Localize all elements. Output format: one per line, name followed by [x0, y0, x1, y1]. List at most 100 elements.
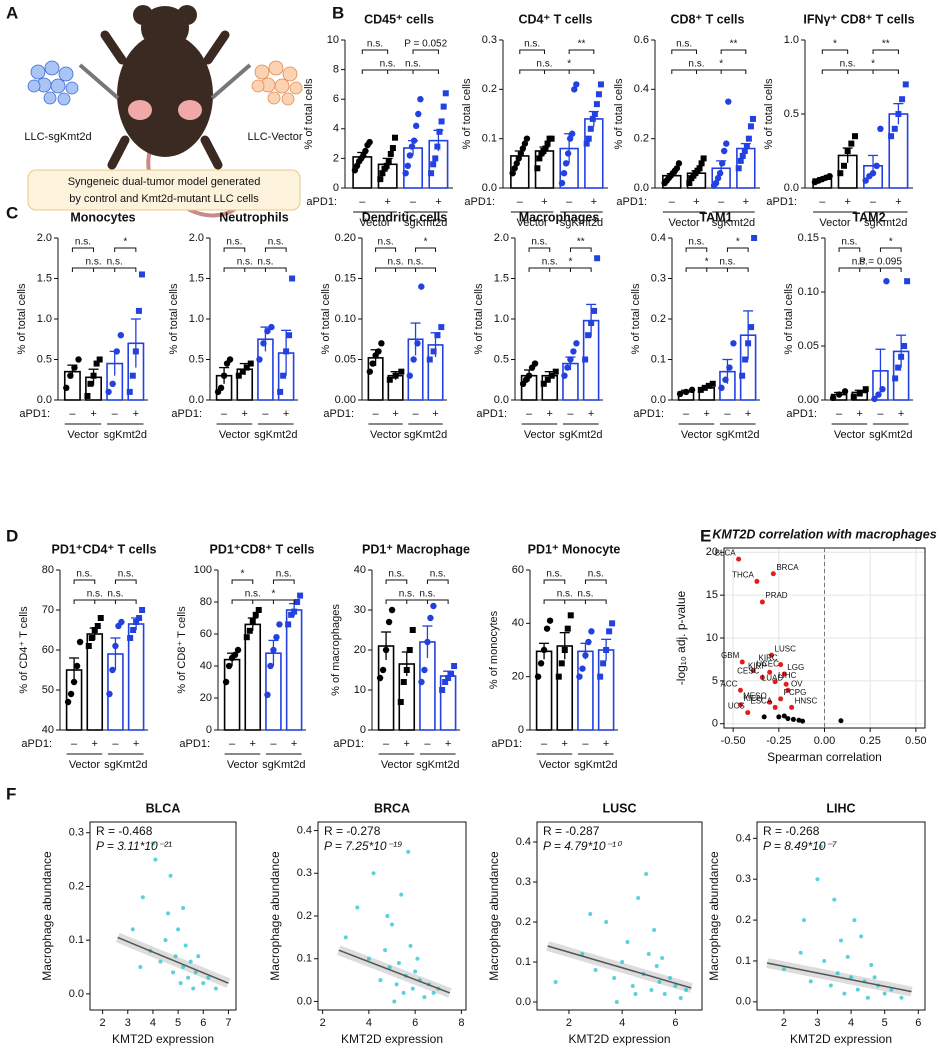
data-point — [553, 980, 558, 984]
y-tick-label: 0.1 — [651, 353, 666, 365]
data-point — [736, 556, 742, 562]
group-label: Vector — [227, 759, 259, 771]
significance-label: n.s. — [388, 257, 404, 268]
plot-frame — [317, 821, 467, 1011]
data-point — [767, 669, 773, 675]
y-tick-label: 50 — [42, 684, 54, 696]
error-bar — [743, 310, 754, 360]
x-tick-label: 0.00 — [814, 735, 835, 747]
y-tick-label: 0 — [360, 724, 366, 736]
data-point — [606, 628, 613, 635]
y-tick-label: 0.5 — [37, 353, 52, 365]
significance-label: n.s. — [276, 569, 292, 580]
y-tick-label: 10 — [354, 684, 366, 696]
data-point — [591, 307, 598, 314]
data-point — [509, 170, 516, 177]
error-bar — [130, 318, 141, 368]
data-point — [414, 340, 421, 347]
data-point — [519, 145, 527, 152]
data-point — [270, 646, 277, 654]
point-label: CESC — [737, 667, 759, 676]
data-point — [684, 988, 689, 992]
data-point — [567, 356, 574, 363]
treatment-label: aPD1: — [333, 738, 364, 750]
data-point — [862, 386, 869, 393]
data-point — [625, 940, 630, 944]
significance-bracket — [568, 49, 595, 54]
significance-bracket — [94, 599, 137, 604]
data-point — [138, 271, 145, 278]
data-point — [872, 975, 877, 980]
data-point — [362, 147, 369, 155]
chart-title: Monocytes — [70, 210, 135, 224]
data-point — [392, 999, 397, 1004]
y-tick-label: 1.0 — [37, 313, 52, 325]
y-tick-label: 0.2 — [516, 916, 531, 928]
data-point — [678, 996, 683, 1000]
bar — [223, 658, 241, 731]
chart-title: KMT2D correlation with macrophages — [712, 527, 936, 541]
y-tick-label: 80 — [200, 596, 212, 608]
data-point — [781, 967, 786, 972]
data-point — [371, 871, 376, 876]
significance-bracket — [426, 579, 449, 584]
group-label: Vector — [681, 429, 713, 441]
point-label: PRAD — [765, 591, 787, 600]
chart-title: PD1⁺ Monocyte — [528, 542, 621, 556]
data-point — [781, 671, 787, 677]
data-point — [839, 938, 843, 943]
x-tick-label: + — [562, 738, 568, 750]
data-point — [289, 275, 296, 282]
data-point — [130, 927, 135, 932]
data-point — [573, 340, 580, 347]
y-axis-label: % of total cells — [303, 78, 315, 149]
significance-label: n.s. — [107, 589, 123, 600]
data-point — [537, 660, 545, 667]
significance-bracket — [395, 267, 437, 272]
data-point — [431, 990, 436, 995]
data-point — [387, 150, 394, 157]
data-point — [767, 699, 773, 705]
y-tick-label: 0.5 — [494, 353, 509, 365]
data-point — [747, 123, 754, 130]
data-point — [555, 673, 562, 680]
y-tick-label: 0.6 — [634, 34, 649, 46]
data-point — [871, 395, 878, 403]
y-tick-label: 0.2 — [69, 880, 84, 892]
y-axis-label: % of macrophages — [330, 604, 342, 696]
data-point — [891, 125, 898, 132]
data-point — [413, 969, 418, 974]
x-tick-label: – — [229, 738, 236, 750]
data-point — [904, 278, 911, 285]
fit-line — [766, 962, 912, 993]
data-point — [558, 660, 565, 667]
data-point — [392, 372, 399, 379]
data-point — [382, 646, 390, 654]
data-point — [117, 332, 125, 339]
data-point — [739, 659, 745, 665]
x-axis-label: KMT2D expression — [112, 1032, 214, 1046]
x-tick-label: + — [588, 408, 594, 420]
data-point — [835, 391, 843, 398]
data-point — [226, 356, 234, 363]
data-point — [288, 611, 295, 618]
x-tick-label: + — [432, 408, 438, 420]
data-point — [406, 372, 413, 379]
x-tick-label: 4 — [366, 1017, 372, 1029]
significance-label: n.s. — [405, 59, 421, 70]
x-tick-label: – — [270, 738, 277, 750]
data-point — [85, 643, 92, 649]
y-axis-label: % of total cells — [630, 283, 642, 354]
significance-bracket — [549, 267, 592, 272]
data-point — [273, 634, 280, 641]
data-point — [163, 938, 168, 943]
x-tick-label: + — [435, 196, 441, 208]
y-tick-label: 0.15 — [335, 272, 356, 284]
data-point — [366, 138, 373, 146]
x-tick-label: + — [133, 408, 139, 420]
y-axis-label: -log₁₀ adj. p-value — [674, 590, 688, 685]
significance-label: n.s. — [407, 257, 423, 268]
annotation: P = 7.25*10⁻¹⁹ — [324, 839, 402, 853]
data-point — [682, 388, 690, 396]
